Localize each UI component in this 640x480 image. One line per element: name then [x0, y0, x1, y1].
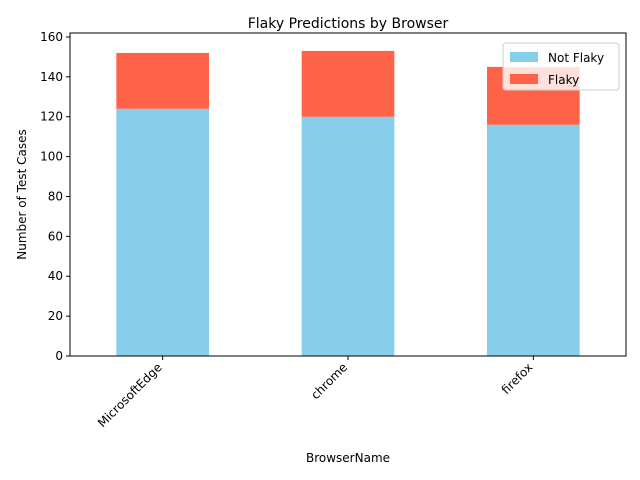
legend-label: Not Flaky — [548, 51, 604, 65]
chart-title: Flaky Predictions by Browser — [248, 16, 449, 32]
y-tick-label: 100 — [40, 150, 63, 164]
y-tick-label: 20 — [48, 309, 63, 323]
bar-firefox-not-flaky — [487, 124, 580, 356]
y-tick-label: 0 — [55, 349, 63, 363]
legend: Not Flaky Flaky — [502, 42, 620, 91]
x-axis-ticks: MicrosoftEdge chrome firefox — [95, 356, 536, 430]
y-tick-label: 120 — [40, 110, 63, 124]
bar-MicrosoftEdge-not-flaky — [116, 108, 209, 356]
y-axis-label: Number of Test Cases — [15, 129, 29, 259]
legend-label: Flaky — [548, 73, 579, 87]
bars-layer — [116, 50, 580, 356]
y-tick-label: 60 — [48, 229, 63, 243]
y-tick-label: 40 — [48, 269, 63, 283]
bar-chrome-not-flaky — [301, 116, 395, 356]
x-tick-label: chrome — [308, 360, 350, 402]
y-axis-ticks: 0 20 40 60 80 100 120 140 160 — [40, 30, 70, 363]
y-tick-label: 160 — [40, 30, 63, 44]
bar-chrome-flaky — [301, 50, 395, 117]
plot-frame — [69, 32, 627, 357]
x-axis-label: BrowserName — [306, 451, 390, 465]
bar-MicrosoftEdge-flaky — [116, 52, 209, 109]
legend-swatch — [510, 74, 538, 84]
x-tick-label: MicrosoftEdge — [95, 360, 165, 430]
y-tick-label: 80 — [48, 189, 63, 203]
y-tick-label: 140 — [40, 70, 63, 84]
x-tick-label: firefox — [499, 360, 536, 397]
legend-swatch — [510, 52, 538, 62]
